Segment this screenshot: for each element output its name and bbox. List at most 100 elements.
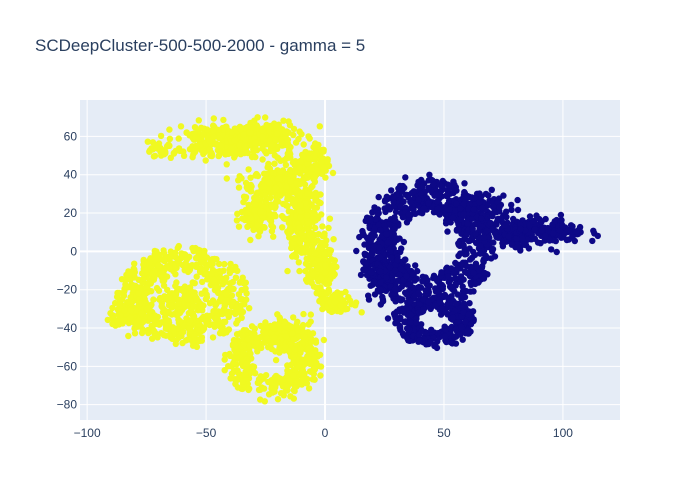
scatter-point (412, 210, 419, 217)
scatter-point (501, 222, 509, 229)
scatter-point (248, 323, 256, 330)
scatter-point (252, 201, 259, 208)
scatter-point (226, 280, 234, 287)
scatter-point (415, 289, 422, 297)
scatter-point (446, 206, 453, 213)
y-tick-label: −60 (57, 359, 78, 373)
scatter-point (508, 201, 515, 209)
scatter-point (183, 129, 190, 136)
scatter-point (107, 310, 114, 317)
scatter-point (268, 222, 275, 229)
scatter-point (399, 214, 407, 221)
scatter-point (222, 123, 230, 130)
scatter-point (424, 277, 431, 284)
scatter-point (197, 303, 205, 310)
scatter-point (269, 389, 276, 396)
scatter-point (218, 275, 225, 282)
scatter-point (480, 234, 488, 241)
scatter-point (243, 360, 251, 367)
scatter-point (295, 135, 302, 143)
scatter-point (444, 228, 451, 235)
scatter-point (247, 214, 255, 222)
scatter-point (323, 290, 331, 297)
scatter-point (483, 227, 491, 235)
scatter-point (450, 189, 457, 197)
scatter-point (302, 260, 310, 267)
scatter-point (386, 246, 394, 253)
scatter-point (178, 250, 185, 257)
scatter-point (444, 294, 451, 301)
scatter-point (460, 200, 468, 208)
scatter-point (210, 276, 218, 284)
scatter-point (420, 205, 428, 212)
scatter-point (289, 253, 296, 260)
scatter-point (136, 300, 144, 307)
scatter-point (237, 296, 244, 303)
scatter-point (403, 291, 410, 298)
scatter-point (449, 340, 456, 347)
scatter-point (514, 196, 521, 204)
scatter-point (458, 303, 466, 311)
scatter-point (223, 161, 230, 168)
scatter-point (131, 330, 139, 337)
scatter-point (375, 193, 382, 201)
scatter-point (188, 288, 195, 295)
scatter-point (533, 212, 540, 219)
scatter-point (427, 338, 434, 345)
scatter-point (208, 150, 216, 158)
scatter-point (315, 231, 322, 238)
scatter-point (257, 396, 264, 403)
scatter-point (477, 242, 484, 249)
scatter-point (300, 333, 308, 340)
scatter-point (415, 309, 423, 316)
scatter-point (428, 326, 435, 333)
scatter-point (318, 211, 325, 218)
scatter-point (206, 146, 213, 153)
scatter-point (290, 131, 297, 139)
scatter-point (321, 269, 329, 276)
scatter-point (230, 360, 237, 367)
scatter-point (358, 309, 365, 316)
scatter-point (156, 321, 163, 328)
scatter-point (189, 312, 197, 320)
scatter-point (371, 291, 379, 298)
scatter-point (544, 224, 552, 232)
scatter-point (311, 250, 319, 257)
scatter-point (266, 216, 273, 223)
scatter-point (257, 386, 264, 393)
y-tick-label: 60 (64, 129, 78, 143)
scatter-point (143, 305, 151, 313)
scatter-point (304, 212, 311, 219)
scatter-point (304, 278, 311, 285)
y-tick-label: 40 (64, 168, 78, 182)
scatter-point (489, 245, 497, 253)
scatter-point (489, 212, 496, 220)
scatter-point (366, 217, 373, 224)
scatter-point (398, 283, 405, 290)
scatter-point (346, 297, 354, 304)
scatter-point (152, 253, 160, 260)
scatter-point (240, 131, 247, 138)
scatter-point (457, 278, 464, 286)
scatter-point (379, 293, 386, 301)
scatter-point (311, 152, 318, 160)
scatter-point (415, 196, 422, 204)
scatter-point (499, 239, 506, 247)
scatter-point (150, 327, 157, 334)
scatter-point (257, 208, 265, 215)
scatter-point (452, 280, 459, 288)
scatter-point (234, 369, 242, 376)
scatter-point (279, 376, 287, 383)
scatter-point (220, 306, 227, 313)
scatter-point (285, 219, 293, 226)
scatter-point (301, 181, 309, 188)
scatter-point (233, 305, 240, 312)
scatter-point (223, 149, 230, 156)
scatter-point (326, 215, 334, 222)
scatter-point (402, 256, 409, 263)
scatter-point (392, 261, 399, 269)
scatter-point (443, 192, 450, 199)
scatter-point (164, 286, 171, 294)
scatter-point (296, 192, 303, 199)
scatter-point (300, 310, 307, 318)
